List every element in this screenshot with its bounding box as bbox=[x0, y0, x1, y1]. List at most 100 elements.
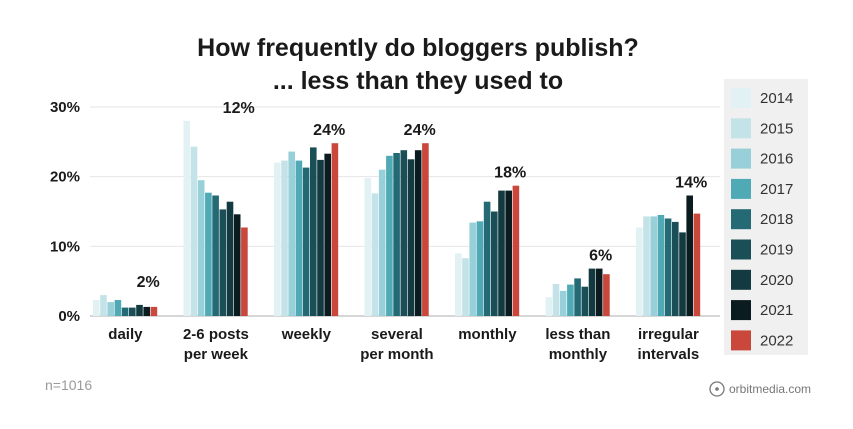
bar-monthly-2022 bbox=[512, 185, 520, 316]
bar-2-6-posts-per-week-2014 bbox=[183, 120, 191, 317]
y-axis: 0% 10% 20% 30% bbox=[50, 99, 80, 325]
bar-daily-2020 bbox=[136, 304, 143, 316]
x-tick-label: irregular bbox=[638, 326, 699, 343]
bar-daily-2014 bbox=[93, 300, 100, 316]
bar-monthly-2018 bbox=[483, 201, 491, 316]
bar-less-than-monthly-2015 bbox=[552, 284, 560, 316]
bar-less-than-monthly-2020 bbox=[588, 268, 596, 316]
y-tick-label: 10% bbox=[50, 238, 80, 255]
bar-several-per-month-2017 bbox=[386, 155, 393, 316]
bar-less-than-monthly-2018 bbox=[574, 278, 581, 316]
legend-label: 2016 bbox=[760, 151, 793, 168]
legend-swatch-2017 bbox=[731, 178, 751, 199]
bar-several-per-month-2021 bbox=[414, 150, 422, 316]
bar-irregular-intervals-2019 bbox=[672, 221, 679, 316]
legend-swatch-2015 bbox=[731, 118, 751, 139]
bar-2-6-posts-per-week-2017 bbox=[205, 192, 212, 316]
x-tick-label: per month bbox=[360, 346, 433, 363]
bar-irregular-intervals-2017 bbox=[657, 215, 665, 316]
bar-weekly-2018 bbox=[302, 167, 310, 316]
bar-2-6-posts-per-week-2021 bbox=[233, 214, 241, 316]
legend-swatch-2018 bbox=[731, 209, 751, 230]
bar-several-per-month-2022 bbox=[422, 143, 429, 316]
legend-swatch-2019 bbox=[731, 239, 751, 260]
legend-label: 2020 bbox=[760, 272, 793, 289]
bar-weekly-2015 bbox=[281, 160, 288, 316]
bar-weekly-2019 bbox=[310, 147, 317, 316]
legend-label: 2018 bbox=[760, 211, 793, 228]
bar-less-than-monthly-2014 bbox=[545, 297, 553, 316]
bar-daily-2022 bbox=[150, 306, 158, 316]
orbit-icon bbox=[709, 381, 725, 397]
bar-daily-2015 bbox=[100, 295, 107, 316]
orbit-icon-dot bbox=[715, 387, 719, 391]
y-tick-label: 30% bbox=[50, 99, 80, 116]
legend: 2014 2015 2016 2017 2018 2019 2020 2021 2022 bbox=[724, 79, 808, 355]
bar-weekly-2017 bbox=[295, 160, 303, 316]
bar-several-per-month-2018 bbox=[393, 153, 400, 316]
legend-swatch-2014 bbox=[731, 88, 751, 108]
chart-subtitle: ... less than they used to bbox=[273, 67, 563, 95]
bar-less-than-monthly-2019 bbox=[581, 286, 589, 316]
legend-swatch-2021 bbox=[731, 300, 751, 321]
chart-title: How frequently do bloggers publish? bbox=[197, 34, 639, 62]
bar-several-per-month-2014 bbox=[364, 178, 372, 316]
x-axis: daily 2-6 posts per week weekly several per m… bbox=[108, 326, 699, 363]
bar-irregular-intervals-2022 bbox=[693, 213, 701, 316]
bar-2-6-posts-per-week-2020 bbox=[226, 201, 234, 316]
x-tick-label: weekly bbox=[281, 326, 332, 343]
bar-daily-2016 bbox=[107, 302, 114, 316]
x-tick-label: 2-6 posts bbox=[183, 326, 249, 343]
x-tick-label: intervals bbox=[638, 346, 700, 363]
bar-less-than-monthly-2022 bbox=[603, 274, 610, 316]
bars bbox=[93, 120, 701, 317]
bar-2-6-posts-per-week-2016 bbox=[197, 180, 205, 316]
bar-monthly-2021 bbox=[505, 190, 512, 316]
bar-irregular-intervals-2020 bbox=[679, 232, 686, 316]
bar-monthly-2017 bbox=[476, 221, 484, 316]
legend-label: 2014 bbox=[760, 90, 793, 107]
data-labels: 2% 12% 24% 24% 18% 6% 14% bbox=[137, 100, 708, 291]
x-tick-label: daily bbox=[108, 326, 143, 343]
data-label: 24% bbox=[313, 122, 345, 139]
sample-size-note: n=1016 bbox=[45, 377, 92, 393]
bar-daily-2021 bbox=[143, 306, 150, 316]
bar-several-per-month-2016 bbox=[378, 169, 386, 316]
bar-irregular-intervals-2016 bbox=[650, 216, 657, 316]
bar-daily-2017 bbox=[114, 300, 122, 316]
legend-label: 2015 bbox=[760, 120, 793, 137]
brand-logo: orbitmedia.com bbox=[709, 381, 811, 397]
bar-monthly-2014 bbox=[455, 253, 462, 316]
bar-several-per-month-2020 bbox=[407, 159, 415, 317]
data-label: 2% bbox=[137, 274, 160, 291]
legend-label: 2021 bbox=[760, 302, 793, 319]
y-tick-label: 20% bbox=[50, 169, 80, 186]
bar-2-6-posts-per-week-2022 bbox=[241, 227, 248, 316]
y-tick-label: 0% bbox=[58, 308, 80, 325]
bar-irregular-intervals-2014 bbox=[636, 227, 643, 316]
x-tick-label: per week bbox=[184, 346, 249, 363]
legend-swatch-2016 bbox=[731, 148, 751, 169]
bar-weekly-2020 bbox=[317, 159, 324, 316]
bar-irregular-intervals-2018 bbox=[664, 218, 672, 316]
brand-text: orbitmedia.com bbox=[729, 382, 811, 396]
bar-2-6-posts-per-week-2015 bbox=[190, 146, 198, 316]
bar-less-than-monthly-2016 bbox=[559, 290, 567, 316]
bar-daily-2018 bbox=[121, 307, 129, 316]
bar-monthly-2019 bbox=[491, 211, 498, 316]
x-tick-label: monthly bbox=[549, 346, 608, 363]
data-label: 14% bbox=[675, 175, 707, 192]
legend-label: 2022 bbox=[760, 332, 793, 349]
bar-irregular-intervals-2021 bbox=[686, 195, 693, 316]
legend-swatch-2022 bbox=[731, 330, 751, 351]
bar-monthly-2015 bbox=[462, 258, 469, 316]
x-tick-label: monthly bbox=[458, 326, 517, 343]
legend-label: 2019 bbox=[760, 242, 793, 259]
bar-several-per-month-2015 bbox=[371, 193, 379, 316]
legend-label: 2017 bbox=[760, 181, 793, 198]
data-label: 24% bbox=[404, 122, 436, 139]
legend-swatch-2020 bbox=[731, 269, 751, 290]
x-tick-label: several bbox=[371, 326, 423, 343]
bar-weekly-2022 bbox=[331, 143, 339, 316]
